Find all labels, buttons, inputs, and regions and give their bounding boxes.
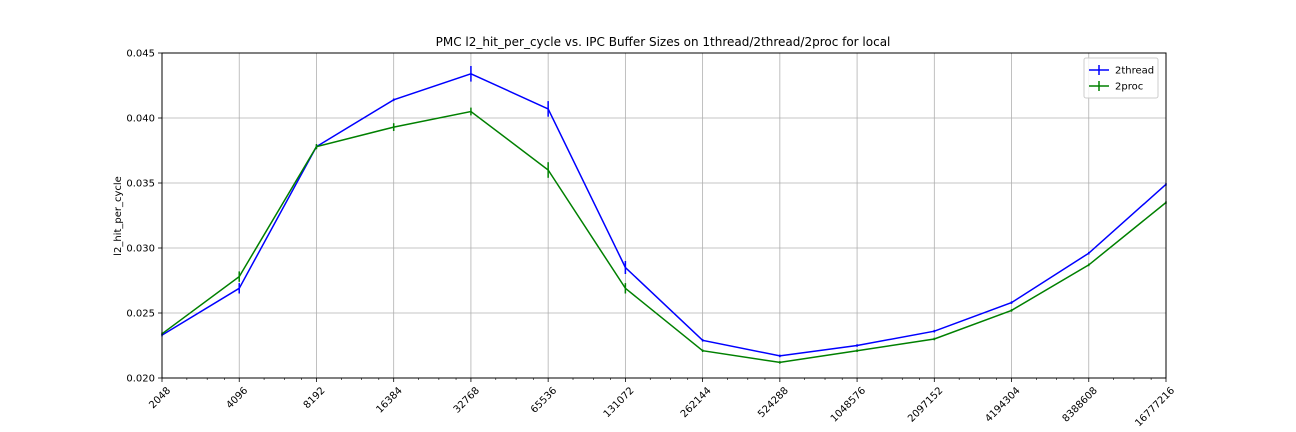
y-tick-label: 0.045 <box>126 49 155 60</box>
axis-ticks: 2048 4096 8192 16384 32768 65536 131072 262144 5… <box>126 49 1177 430</box>
x-tick-label: 16777216 <box>1133 385 1177 429</box>
y-tick-label: 0.040 <box>126 114 155 125</box>
x-tick-label: 4096 <box>225 385 251 411</box>
y-axis-label: l2_hit_per_cycle <box>113 176 124 256</box>
series-line-2proc <box>161 110 1167 364</box>
x-tick-label: 65536 <box>529 385 559 415</box>
x-tick-label: 8192 <box>302 385 328 411</box>
x-tick-label: 8388608 <box>1061 385 1100 424</box>
x-tick-label: 2097152 <box>906 385 945 424</box>
legend-label-2thread: 2thread <box>1115 66 1154 77</box>
series-2thread <box>161 66 1167 358</box>
chart-title: PMC l2_hit_per_cycle vs. IPC Buffer Size… <box>436 35 891 49</box>
y-tick-label: 0.035 <box>126 179 155 190</box>
legend-label-2proc: 2proc <box>1115 82 1143 93</box>
x-tick-label: 32768 <box>452 385 482 415</box>
legend: 2thread 2proc <box>1083 57 1159 99</box>
legend-box <box>1083 57 1159 99</box>
x-tick-label: 4194304 <box>983 385 1022 424</box>
x-tick-label: 1048576 <box>829 385 868 424</box>
series-layer <box>161 66 1167 364</box>
x-tick-label: 131072 <box>602 385 637 420</box>
y-tick-label: 0.020 <box>126 374 155 385</box>
series-2proc <box>161 107 1167 364</box>
x-tick-label: 262144 <box>679 385 714 420</box>
y-tick-label: 0.030 <box>126 244 155 255</box>
series-line-2thread <box>161 72 1167 357</box>
grid-lines <box>161 52 1167 379</box>
x-tick-label: 2048 <box>147 385 173 411</box>
plot-frame <box>161 52 1167 379</box>
x-tick-label: 524288 <box>756 385 791 420</box>
y-tick-label: 0.025 <box>126 309 155 320</box>
x-tick-label: 16384 <box>374 385 404 415</box>
